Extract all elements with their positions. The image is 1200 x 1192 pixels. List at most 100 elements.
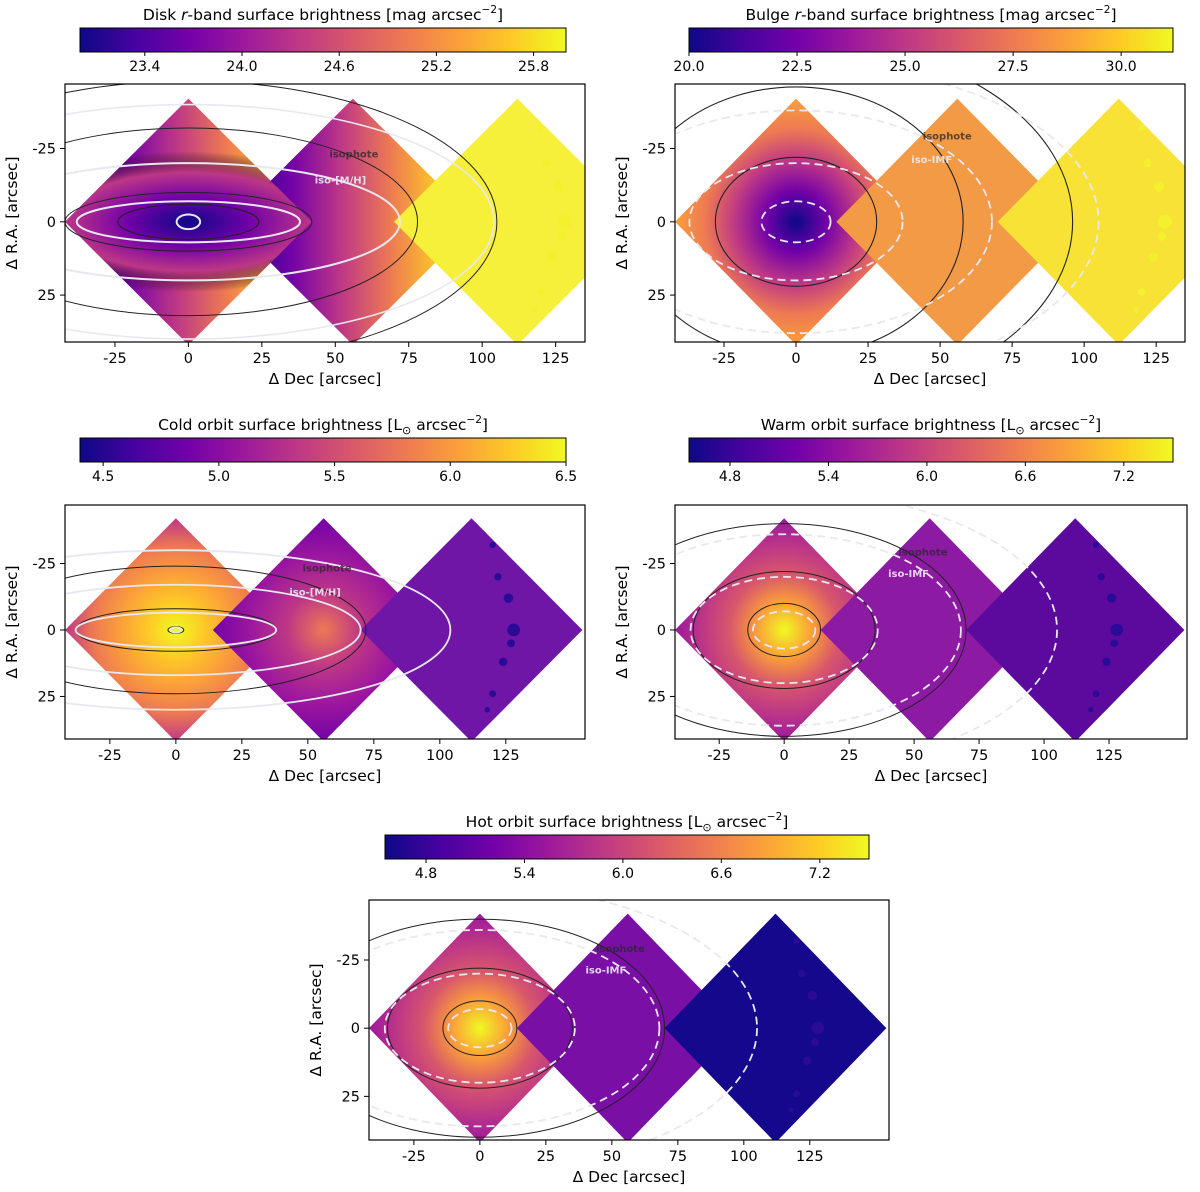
contour-label: iso-IMF bbox=[911, 155, 952, 166]
x-tick-label: 25 bbox=[233, 748, 251, 764]
colorbar-tick-label: 25.2 bbox=[421, 59, 452, 75]
title-part: Disk bbox=[143, 6, 181, 24]
scatter-blob bbox=[1143, 159, 1152, 168]
colorbar-tick-label: 25.8 bbox=[518, 59, 549, 75]
field-tile bbox=[997, 98, 1185, 342]
title-part: Warm orbit surface brightness [L bbox=[761, 416, 1016, 434]
field-tile bbox=[65, 518, 287, 739]
isophote-contour bbox=[675, 86, 964, 342]
isophote-contour bbox=[369, 918, 666, 1138]
y-tick-label: -25 bbox=[32, 142, 56, 158]
x-axis-label: Δ Dec [arcsec] bbox=[874, 370, 987, 388]
scatter-blob bbox=[1097, 573, 1105, 581]
isophote-contour bbox=[692, 570, 876, 689]
contour-label: isophote bbox=[596, 944, 645, 955]
x-axis-label: Δ Dec [arcsec] bbox=[269, 767, 382, 785]
colorbar bbox=[384, 834, 870, 860]
y-tick-label: 0 bbox=[657, 623, 666, 639]
x-tick-label: 25 bbox=[859, 351, 877, 367]
isophote-contour bbox=[975, 84, 1074, 342]
scatter-blob bbox=[811, 1037, 820, 1046]
scatter-blob bbox=[484, 707, 490, 713]
axes-frame bbox=[64, 504, 586, 740]
title-part: arcsec bbox=[712, 813, 767, 831]
colorbar-tick-label: 22.5 bbox=[781, 59, 812, 75]
scatter-blob bbox=[1157, 214, 1172, 229]
panel-bulge: Bulge r-band surface brightness [mag arc… bbox=[613, 4, 1186, 388]
panel-warm: Warm orbit surface brightness [L⊙ arcsec… bbox=[613, 414, 1188, 785]
plot-area: isophote iso-IMF bbox=[369, 900, 887, 1140]
iso-secondary-contour bbox=[383, 972, 576, 1084]
colorbar-tick-label: 4.8 bbox=[719, 469, 741, 485]
colorbar-tick-label: 7.2 bbox=[809, 866, 831, 882]
colorbar-tick-label: 5.4 bbox=[817, 469, 839, 485]
scatter-blob bbox=[1092, 690, 1100, 698]
x-tick-label: 0 bbox=[184, 351, 193, 367]
iso-secondary-contour bbox=[65, 103, 495, 340]
x-tick-label: 100 bbox=[1030, 748, 1058, 764]
title-part: −2 bbox=[767, 811, 782, 823]
colorbar bbox=[79, 27, 567, 53]
x-axis-label: Δ Dec [arcsec] bbox=[573, 1168, 686, 1186]
iso-secondary-contour bbox=[896, 505, 1058, 739]
panel-cold: Cold orbit surface brightness [L⊙ arcsec… bbox=[3, 414, 586, 785]
scatter-blob bbox=[1157, 232, 1167, 241]
scatter-blob bbox=[807, 990, 818, 1001]
y-tick-label: 0 bbox=[47, 215, 56, 231]
x-tick-label: 0 bbox=[780, 748, 789, 764]
title-part: −2 bbox=[1080, 414, 1095, 426]
colorbar-title: Bulge r-band surface brightness [mag arc… bbox=[745, 4, 1116, 24]
isophote-contour bbox=[65, 191, 313, 252]
x-tick-label: 50 bbox=[905, 748, 923, 764]
axes-frame bbox=[64, 83, 586, 343]
x-tick-label: 50 bbox=[931, 351, 949, 367]
x-axis-label: Δ Dec [arcsec] bbox=[875, 767, 988, 785]
isophote-contour bbox=[386, 967, 573, 1089]
isophote-contour bbox=[65, 84, 498, 342]
x-tick-label: 125 bbox=[796, 1149, 824, 1165]
title-part: -band surface brightness [mag arcsec bbox=[188, 6, 482, 24]
colorbar bbox=[79, 437, 567, 463]
y-tick-label: -25 bbox=[642, 142, 666, 158]
y-tick-label: 0 bbox=[351, 1021, 360, 1037]
x-tick-label: 125 bbox=[492, 748, 520, 764]
x-tick-label: 75 bbox=[970, 748, 988, 764]
field-tile bbox=[664, 913, 887, 1140]
scatter-blob bbox=[1102, 657, 1111, 667]
field-tile bbox=[675, 98, 918, 342]
scatter-blob bbox=[557, 214, 572, 229]
y-tick-label: 25 bbox=[648, 288, 666, 304]
scatter-blob bbox=[489, 541, 496, 549]
y-tick-label: -25 bbox=[336, 953, 360, 969]
title-part: ] bbox=[1095, 416, 1101, 434]
axes-frame bbox=[674, 504, 1188, 740]
colorbar-tick-label: 6.5 bbox=[555, 469, 577, 485]
x-tick-label: 75 bbox=[400, 351, 418, 367]
scatter-blob bbox=[1110, 639, 1119, 648]
iso-secondary-contour bbox=[688, 162, 904, 282]
scatter-blob bbox=[489, 690, 497, 698]
scatter-blob bbox=[798, 969, 806, 978]
x-tick-label: 125 bbox=[1142, 351, 1170, 367]
isophote-contour bbox=[747, 602, 822, 658]
contour-label: iso-IMF bbox=[585, 966, 626, 977]
title-part: ] bbox=[1110, 6, 1116, 24]
scatter-blob bbox=[1138, 124, 1146, 132]
y-axis-label: Δ R.A. [arcsec] bbox=[3, 156, 21, 269]
x-tick-label: 50 bbox=[326, 351, 344, 367]
plot-area: isophote iso-[M/H] bbox=[65, 84, 585, 342]
colorbar bbox=[688, 437, 1174, 463]
colorbar-title: Disk r-band surface brightness [mag arcs… bbox=[143, 4, 503, 24]
isophote-contour bbox=[675, 523, 967, 737]
scatter-blob bbox=[542, 159, 551, 168]
field-tile bbox=[966, 518, 1185, 739]
field-tile bbox=[229, 98, 477, 342]
scatter-blob bbox=[802, 1056, 812, 1066]
iso-secondary-contour bbox=[74, 611, 278, 649]
field-tile bbox=[675, 518, 894, 739]
contour-label: iso-[M/H] bbox=[315, 176, 367, 187]
colorbar-title: Warm orbit surface brightness [L⊙ arcsec… bbox=[761, 414, 1101, 437]
contour-label: isophote bbox=[899, 548, 948, 559]
x-tick-label: 0 bbox=[791, 351, 800, 367]
x-tick-label: 125 bbox=[542, 351, 570, 367]
